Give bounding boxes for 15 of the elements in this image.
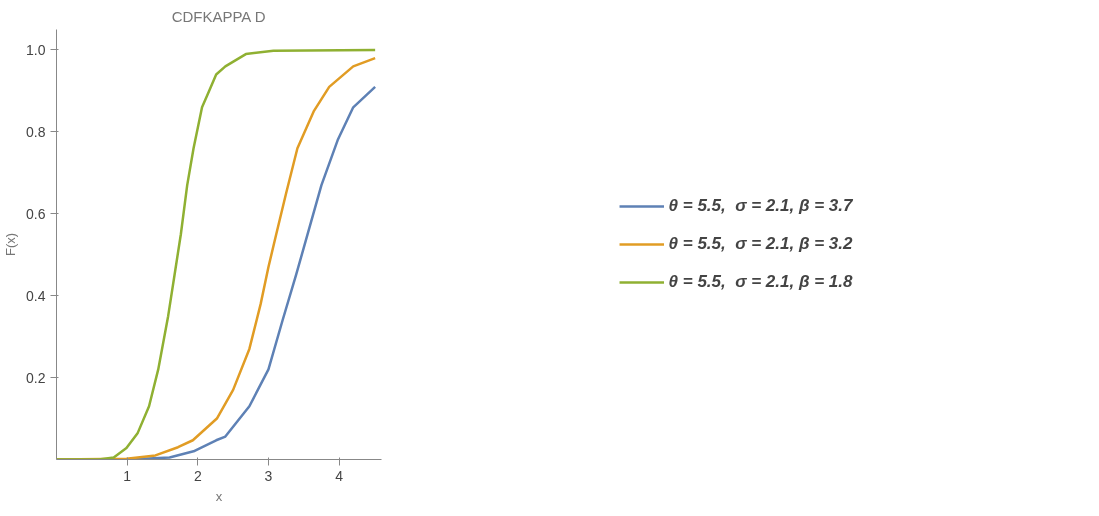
legend-label: θ = 5.5, σ = 2.1, β = 1.8 [668, 272, 853, 292]
y-axis-title: F(x) [3, 232, 19, 257]
x-tick-label: 2 [193, 467, 202, 484]
legend-label: θ = 5.5, σ = 2.1, β = 3.2 [668, 234, 853, 254]
legend-label: θ = 5.5, σ = 2.1, β = 3.7 [668, 196, 853, 216]
x-tick-label: 4 [335, 467, 344, 484]
y-tick-label: 0.2 [26, 369, 46, 386]
y-tick-label: 0.4 [26, 287, 46, 304]
chart-title: CDFKAPPA D [171, 7, 266, 25]
x-axis-title: x [215, 488, 223, 504]
y-tick-label: 0.6 [26, 205, 46, 222]
x-tick-label: 3 [264, 467, 273, 484]
x-tick-label: 1 [123, 467, 132, 484]
y-tick-label: 1.0 [26, 41, 46, 58]
y-tick-label: 0.8 [26, 123, 46, 140]
